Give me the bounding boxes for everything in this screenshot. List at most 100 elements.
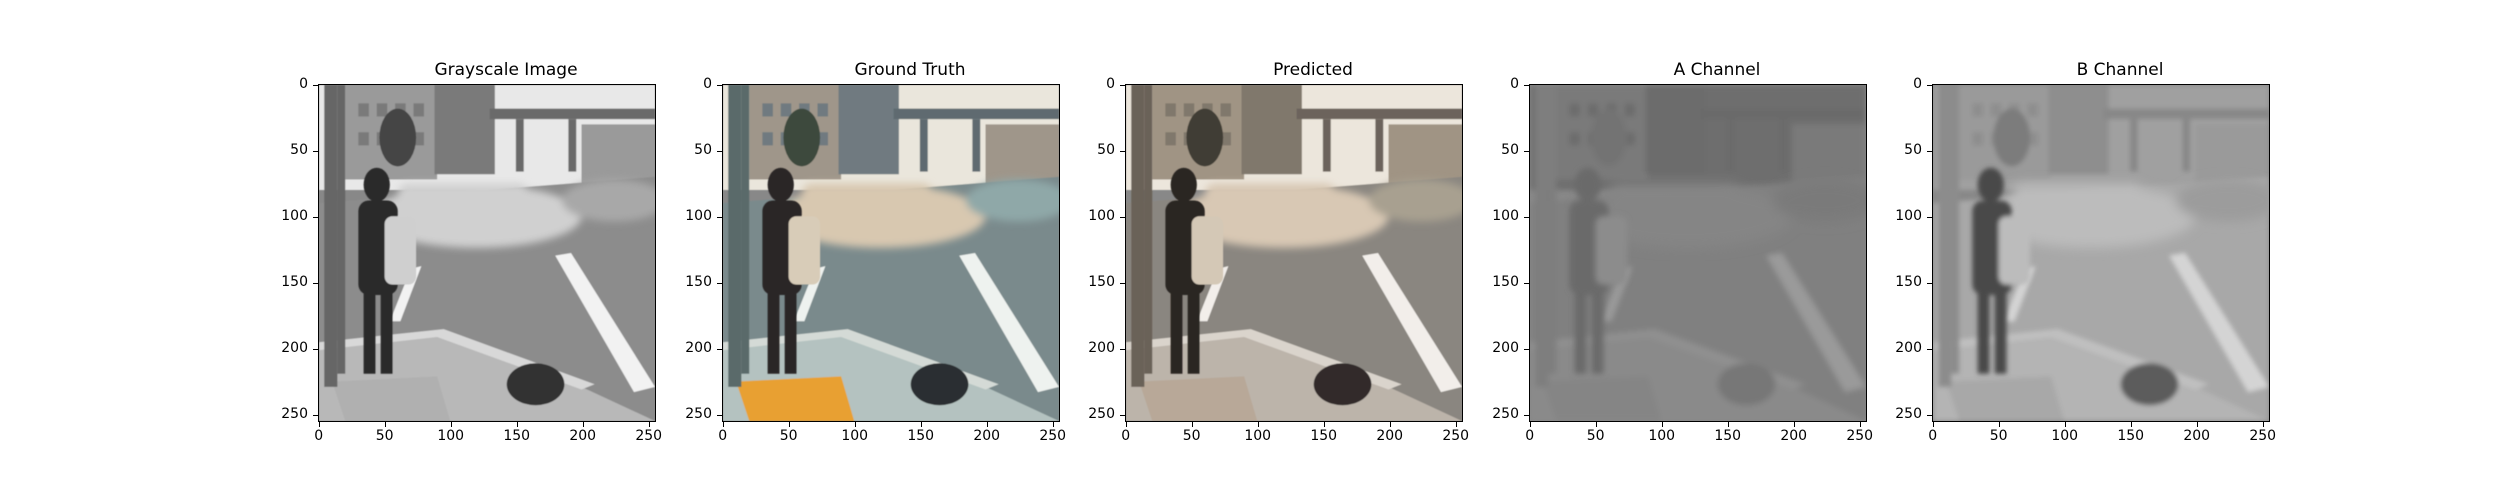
y-tick-label: 50	[290, 141, 308, 158]
x-tick-mark	[1727, 422, 1729, 427]
panel-grayscale-image: Grayscale Image 0 0 50 50 100 100 150 150 200 200…	[281, 0, 716, 500]
window	[1569, 132, 1580, 146]
y-tick-mark	[717, 348, 722, 350]
overpass	[1296, 108, 1462, 120]
x-tick-label: 100	[1648, 428, 1676, 444]
y-tick-mark	[1120, 150, 1125, 152]
x-tick-label: 0	[1928, 428, 1938, 444]
y-tick-mark	[313, 150, 318, 152]
y-tick-label: 100	[1895, 207, 1922, 224]
y-tick-label: 200	[1895, 339, 1922, 356]
person-head	[767, 167, 794, 202]
window	[1183, 103, 1195, 117]
tactile-mat	[1139, 376, 1258, 421]
photo-street-scene	[1126, 85, 1462, 421]
x-tick-label: 50	[779, 428, 798, 444]
y-tick-mark	[1120, 84, 1125, 86]
y-tick-mark	[1524, 216, 1529, 218]
window	[1569, 103, 1580, 117]
crosswalk-stripe	[1766, 253, 1866, 393]
window	[817, 103, 828, 117]
window	[358, 103, 369, 117]
person-leg	[380, 292, 393, 374]
car	[371, 184, 582, 248]
building	[1388, 124, 1462, 184]
tree	[1993, 108, 2031, 167]
x-tick-label: 250	[1442, 428, 1470, 444]
window	[817, 132, 828, 146]
person	[762, 167, 821, 374]
image-axes	[1125, 84, 1463, 422]
y-tick-mark	[313, 348, 318, 350]
car	[965, 179, 1059, 222]
window	[1220, 132, 1231, 146]
tote-bag	[788, 216, 821, 285]
y-tick-mark	[313, 282, 318, 284]
y-tick-label: 0	[1510, 75, 1519, 92]
pole	[1548, 85, 1557, 374]
person-leg	[1170, 292, 1183, 374]
window	[762, 132, 773, 146]
x-tick-mark	[2064, 422, 2066, 427]
y-tick-label: 50	[1097, 141, 1115, 158]
x-tick-mark	[1932, 422, 1934, 427]
y-tick-mark	[1524, 348, 1529, 350]
pole	[1131, 85, 1145, 387]
x-tick-label: 50	[375, 428, 394, 444]
car	[1178, 184, 1389, 248]
y-tick-mark	[717, 282, 722, 284]
building	[581, 124, 655, 184]
tote-bag	[1998, 216, 2031, 285]
person	[1972, 167, 2031, 374]
y-tick-label: 200	[685, 339, 712, 356]
tote-bag	[384, 216, 417, 285]
x-tick-mark	[1595, 422, 1597, 427]
x-tick-label: 0	[718, 428, 728, 444]
window	[1165, 132, 1176, 146]
x-tick-mark	[1191, 422, 1193, 427]
x-tick-mark	[1389, 422, 1391, 427]
car	[775, 184, 986, 248]
storm-grate	[506, 363, 565, 406]
window	[1990, 103, 2002, 117]
x-tick-mark	[1257, 422, 1259, 427]
curb	[723, 329, 999, 390]
x-tick-mark	[1323, 422, 1325, 427]
building	[1645, 85, 1706, 175]
window	[1587, 103, 1599, 117]
building	[2195, 124, 2269, 184]
pole	[337, 85, 346, 374]
pole	[728, 85, 742, 387]
tactile-mat	[1946, 376, 2065, 421]
y-tick-label: 250	[281, 405, 308, 422]
y-tick-mark	[1524, 414, 1529, 416]
window	[1220, 103, 1231, 117]
y-tick-label: 150	[1492, 273, 1519, 290]
x-tick-label: 0	[314, 428, 324, 444]
y-tick-label: 250	[685, 405, 712, 422]
y-tick-mark	[717, 216, 722, 218]
tree	[1186, 108, 1224, 167]
x-tick-mark	[1052, 422, 1054, 427]
overpass-pillar	[2182, 119, 2191, 172]
overpass-pillar	[1726, 119, 1735, 172]
y-tick-label: 0	[299, 75, 308, 92]
y-tick-mark	[313, 216, 318, 218]
x-tick-mark	[384, 422, 386, 427]
overpass	[489, 108, 655, 120]
window	[762, 103, 773, 117]
tree	[379, 108, 417, 167]
storm-grate	[910, 363, 969, 406]
window	[2027, 103, 2038, 117]
x-tick-mark	[648, 422, 650, 427]
y-tick-mark	[313, 414, 318, 416]
y-tick-label: 250	[1895, 405, 1922, 422]
x-tick-mark	[2130, 422, 2132, 427]
person-leg	[1574, 292, 1587, 374]
building	[1241, 85, 1302, 175]
y-tick-label: 50	[1501, 141, 1519, 158]
x-tick-label: 250	[1846, 428, 1874, 444]
y-tick-label: 200	[1492, 339, 1519, 356]
x-tick-label: 50	[1989, 428, 2008, 444]
